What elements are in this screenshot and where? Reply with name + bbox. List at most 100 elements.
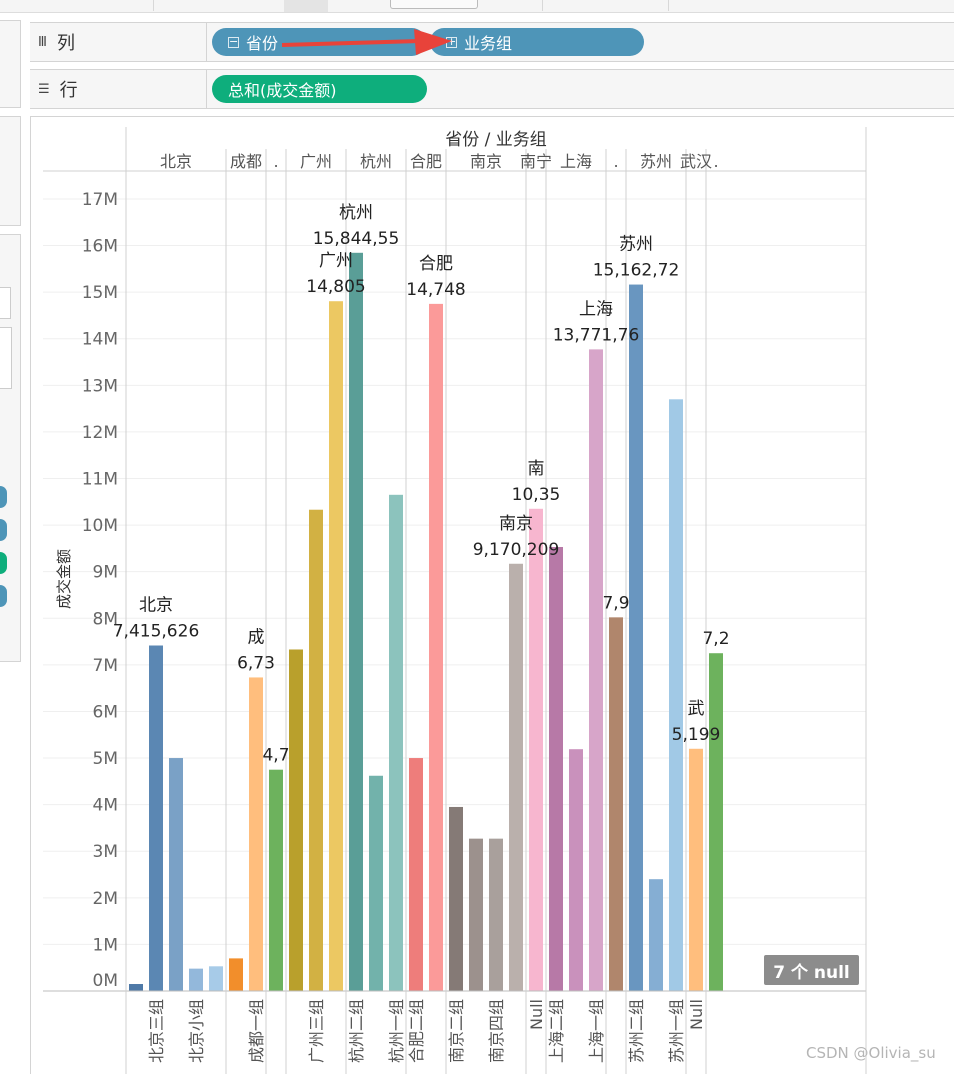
x-tick-label: 南京四组: [487, 999, 506, 1063]
bar: [689, 748, 703, 991]
bar: [329, 301, 343, 992]
y-tick-label: 12M: [82, 423, 118, 443]
bar: [209, 966, 223, 991]
province-header: 合肥: [410, 152, 442, 171]
y-tick-label: 13M: [82, 376, 118, 396]
header-title: 省份 / 业务组: [445, 130, 547, 150]
chart-text: 0M 1M 2M 3M 4M 5M 6M 7M 8M 9M 10M 11M 12M 13M 14M 15M 16…: [55, 130, 730, 1063]
bar-value-label: 15,162,72: [593, 261, 680, 281]
collapse-icon[interactable]: −: [228, 34, 239, 48]
bar: [589, 349, 603, 991]
bar-value-label: 14,805: [306, 277, 365, 297]
left-pane-marks: [0, 234, 21, 662]
y-tick-label: 10M: [82, 516, 118, 536]
bar: [349, 252, 363, 991]
province-header: 南宁: [520, 152, 552, 171]
province-header: .: [713, 152, 718, 171]
marks-pill-dot[interactable]: [0, 486, 7, 508]
x-tick-label: 北京小组: [187, 999, 206, 1063]
province-header: 南京: [470, 152, 502, 171]
bar: [149, 645, 163, 991]
bar-name-label: 苏州: [619, 235, 653, 255]
marks-card[interactable]: [0, 327, 12, 389]
bar-value-label: 9,170,209: [473, 540, 560, 560]
y-tick-label: 11M: [82, 470, 118, 490]
bar: [529, 508, 543, 991]
bar: [489, 838, 503, 991]
x-tick-label: 杭州二组: [347, 999, 366, 1063]
bar: [389, 494, 403, 991]
bar: [469, 838, 483, 991]
left-pane-filters: [0, 116, 21, 226]
bar-value-label: 4,7: [262, 746, 289, 766]
bar: [309, 509, 323, 991]
province-header: 成都: [230, 152, 262, 171]
y-tick-label: 1M: [93, 935, 118, 955]
columns-label: 列: [56, 33, 75, 54]
x-tick-label: 南京二组: [447, 999, 466, 1063]
bar: [449, 806, 463, 991]
bar-value-label: 15,844,55: [313, 229, 400, 249]
bar: [409, 758, 423, 991]
province-header: 武汉: [680, 152, 712, 171]
bar: [669, 399, 683, 992]
chart-area: 0M 1M 2M 3M 4M 5M 6M 7M 8M 9M 10M 11M 12M 13M 14M 15M 16…: [30, 116, 954, 1074]
rows-label: 行: [59, 80, 78, 101]
y-tick-label: 17M: [82, 190, 118, 210]
marks-pill-dot[interactable]: [0, 585, 7, 607]
x-tick-label: 苏州一组: [667, 999, 686, 1063]
y-tick-label: 8M: [93, 609, 118, 629]
bar-value-label: 10,35: [512, 485, 561, 505]
bar-value-label: 7,2: [702, 629, 729, 649]
bar-value-label: 14,748: [406, 280, 465, 300]
province-header: .: [613, 152, 618, 171]
bar-name-label: 成: [248, 627, 265, 647]
province-header: 北京: [160, 152, 192, 171]
pill-business-group-label: 业务组: [464, 34, 513, 53]
bar: [629, 284, 643, 992]
left-pane-pages: [0, 20, 21, 108]
bar: [649, 879, 663, 991]
x-tick-label: 北京三组: [147, 999, 166, 1063]
province-header: 广州: [300, 152, 332, 171]
chart-bars: [129, 252, 723, 992]
x-tick-label: 苏州二组: [627, 999, 646, 1063]
y-tick-label: 7M: [93, 656, 118, 676]
bar-name-label: 广州: [319, 251, 353, 271]
y-tick-label: 3M: [93, 842, 118, 862]
toolbar-divider: [153, 0, 154, 11]
x-tick-label: 上海一组: [587, 999, 606, 1063]
bar-name-label: 武: [688, 699, 705, 719]
toolbar-dropdown[interactable]: [390, 0, 478, 9]
marks-dropdown[interactable]: [0, 287, 11, 319]
y-tick-label: 0M: [93, 971, 118, 991]
bar: [709, 653, 723, 991]
bar: [549, 546, 563, 991]
bar-name-label: 南京: [499, 514, 533, 534]
bar: [429, 303, 443, 991]
marks-pill-dot[interactable]: [0, 519, 7, 541]
x-tick-label: 广州三组: [307, 999, 326, 1063]
marks-pill-dot[interactable]: [0, 552, 7, 574]
province-header: 上海: [560, 152, 592, 171]
y-tick-label: 15M: [82, 283, 118, 303]
null-indicator-badge[interactable]: 7 个 null: [764, 955, 859, 985]
bar-name-label: 上海: [579, 299, 613, 319]
bar: [369, 775, 383, 991]
bar: [169, 758, 183, 991]
bar: [569, 749, 583, 991]
bar: [269, 769, 283, 991]
bar-value-label: 13,771,76: [553, 325, 640, 345]
y-tick-label: 16M: [82, 237, 118, 257]
pill-business-group[interactable]: + 业务组: [430, 28, 644, 56]
bar: [249, 677, 263, 991]
bar-value-label: 7,9: [602, 593, 629, 613]
bar-value-label: 6,73: [237, 653, 275, 673]
x-tick-label: 成都一组: [247, 999, 266, 1063]
pill-sum-amount[interactable]: 总和(成交金额): [212, 75, 427, 103]
toolbar-selected-tab[interactable]: [284, 0, 328, 12]
bar: [229, 958, 243, 991]
x-tick-label: Null: [687, 999, 706, 1030]
bar-name-label: 杭州: [339, 203, 373, 223]
columns-icon: Ⅲ: [38, 34, 47, 50]
